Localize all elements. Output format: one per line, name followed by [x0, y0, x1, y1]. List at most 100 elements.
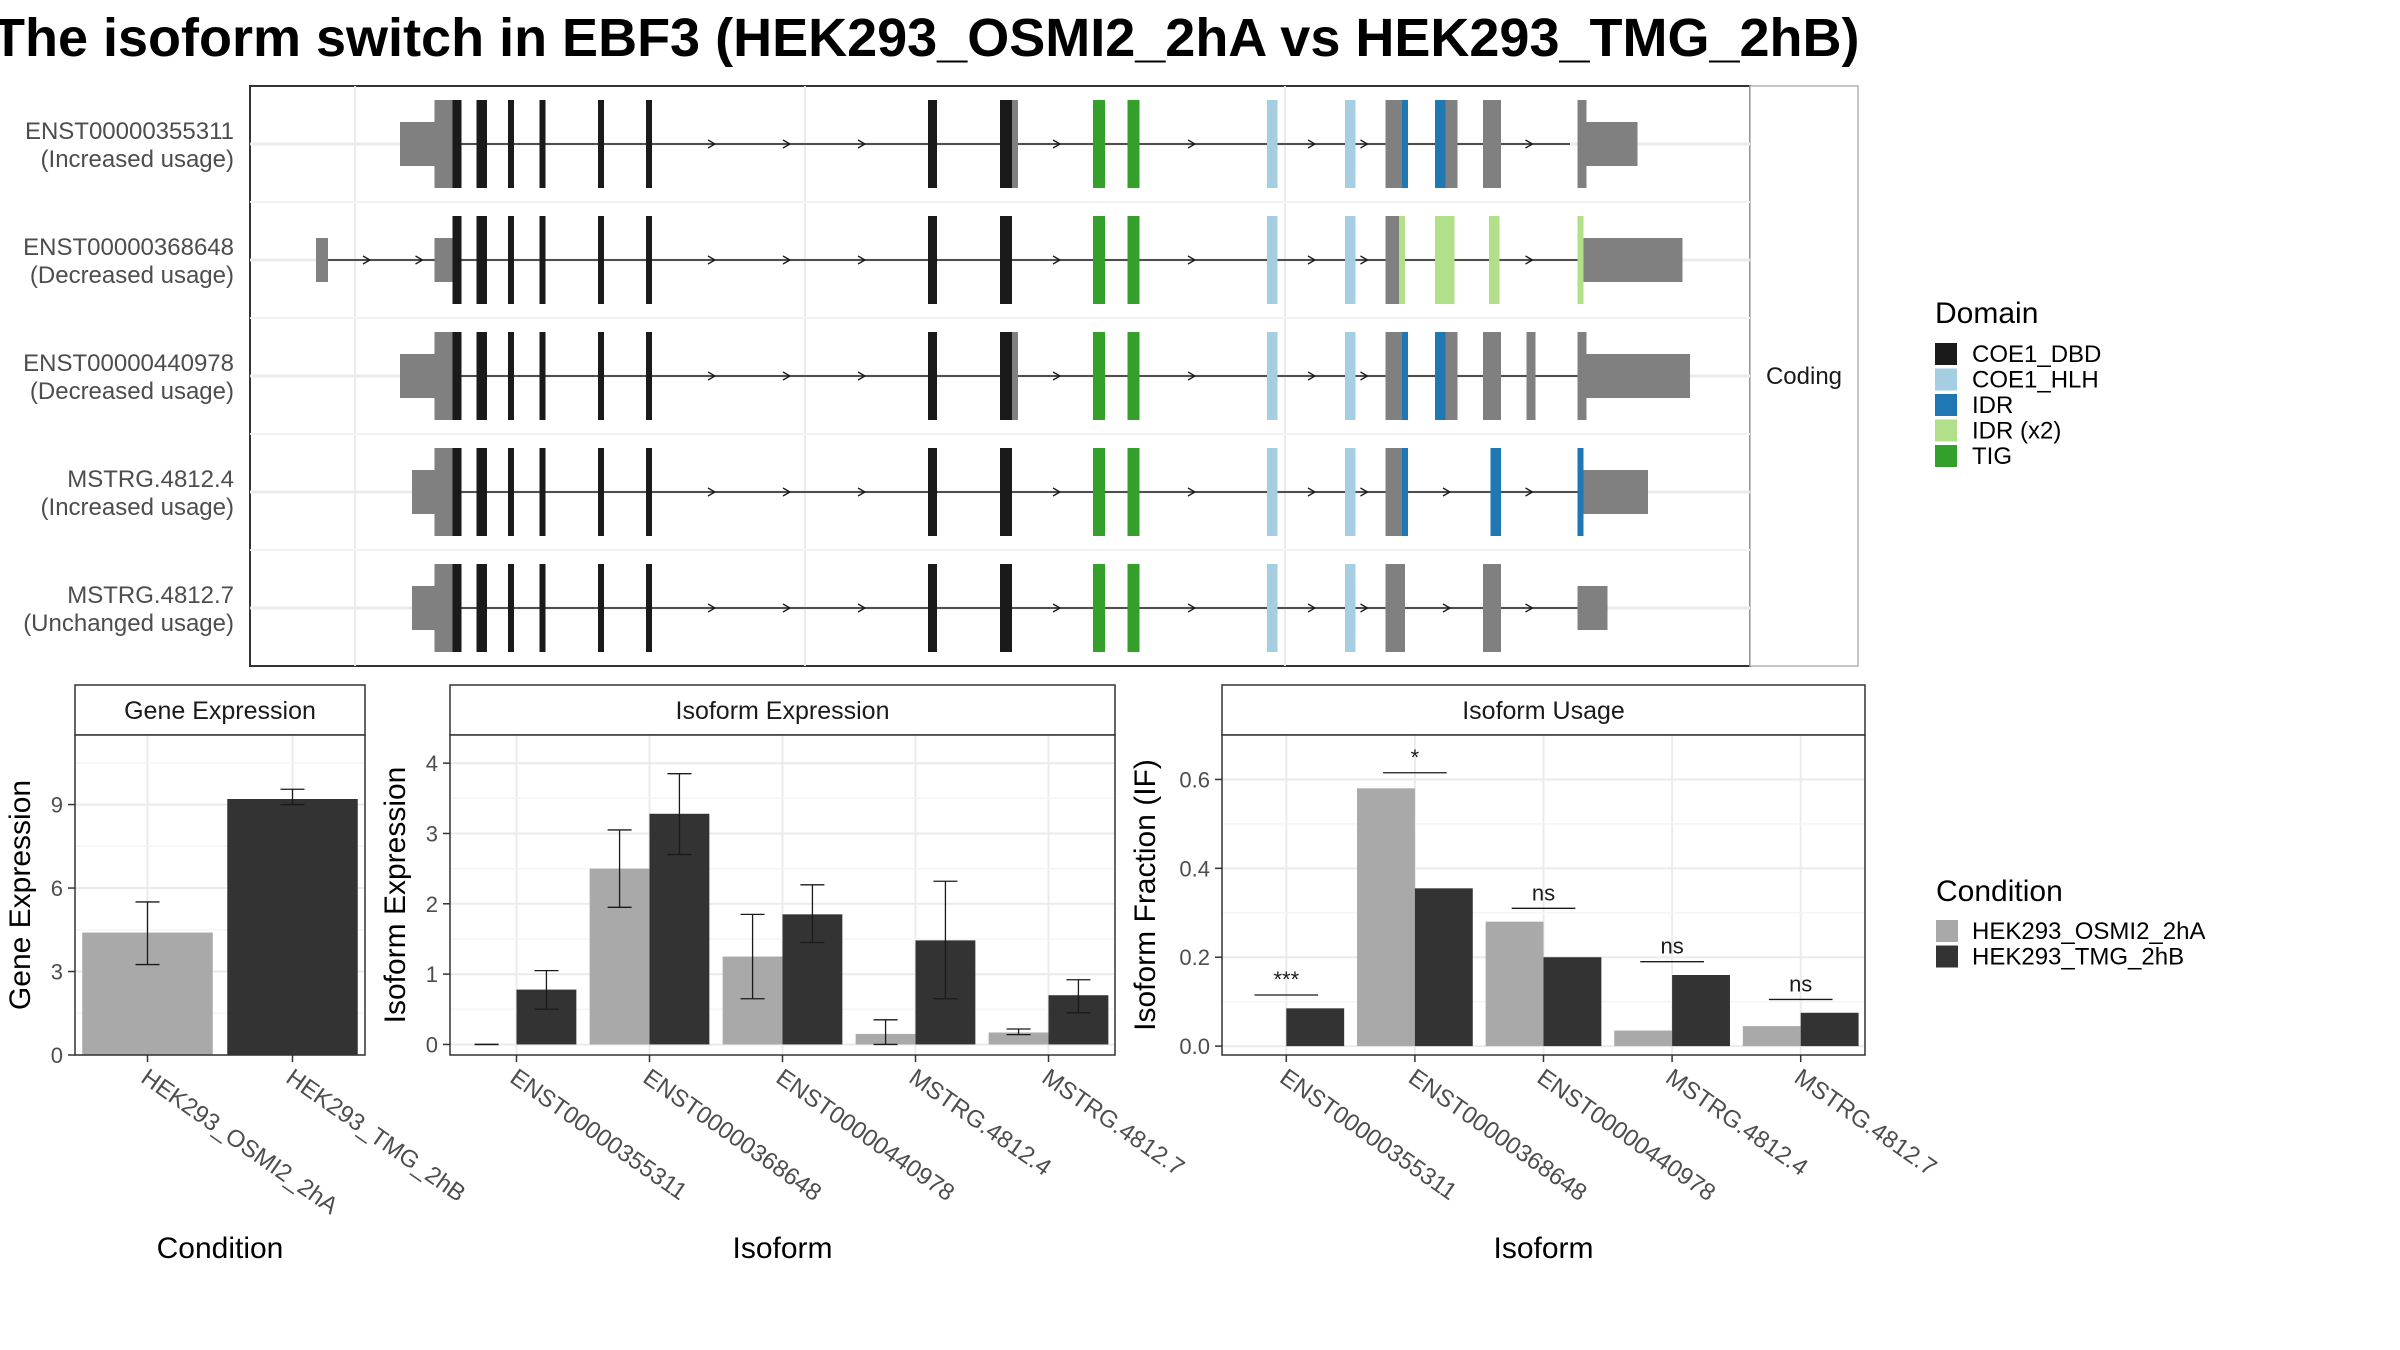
strand-arrow — [1187, 487, 1197, 497]
exon-block — [646, 100, 652, 188]
exon-block — [1345, 100, 1356, 188]
strand-arrow — [1360, 255, 1369, 265]
bar — [1742, 1026, 1801, 1047]
exon-block — [476, 332, 487, 420]
exon-block — [1577, 216, 1584, 304]
domain-legend-title: Domain — [1935, 297, 2038, 330]
y-tick-label: 0 — [51, 1043, 63, 1068]
strand-arrow — [1307, 255, 1317, 265]
y-tick-label: 9 — [51, 793, 63, 818]
strand-arrow — [1360, 139, 1369, 149]
exon-block — [1127, 448, 1140, 536]
exon-block — [1435, 216, 1446, 304]
legend-label: IDR — [1972, 392, 2013, 419]
exon-block — [1093, 332, 1105, 420]
strand-arrow — [1187, 603, 1197, 613]
exon-block — [539, 332, 546, 420]
y-tick-label: 6 — [51, 876, 63, 901]
exon-block — [1267, 564, 1278, 652]
y-axis-title: Gene Expression — [4, 780, 37, 1010]
x-axis-title: Condition — [157, 1232, 284, 1265]
exon-block — [452, 564, 462, 652]
exon-block — [1127, 564, 1140, 652]
exon-block — [434, 564, 453, 652]
transcript-status: (Decreased usage) — [30, 262, 234, 289]
exon-block — [1345, 332, 1356, 420]
exon-block — [1267, 448, 1278, 536]
bar — [227, 799, 358, 1055]
exon-block — [646, 332, 652, 420]
exon-block — [1127, 100, 1140, 188]
transcript-label: MSTRG.4812.7 — [67, 582, 234, 609]
utr-block — [1586, 122, 1638, 166]
condition-legend-title: Condition — [1936, 875, 2063, 908]
utr-block — [400, 122, 435, 166]
strand-arrow — [857, 371, 867, 381]
exon-block — [434, 332, 453, 420]
exon-block — [1267, 100, 1278, 188]
exon-block — [1402, 448, 1408, 536]
strand-arrow — [782, 139, 792, 149]
legend-label: IDR (x2) — [1972, 418, 2061, 445]
strand-arrow — [1307, 371, 1317, 381]
strand-arrow — [1052, 255, 1062, 265]
strand-arrow — [707, 371, 717, 381]
exon-block — [1577, 332, 1587, 420]
significance-label: ns — [1789, 971, 1812, 996]
transcript-status: (Decreased usage) — [30, 378, 234, 405]
y-tick-label: 4 — [426, 751, 438, 776]
y-tick-label: 0 — [426, 1032, 438, 1057]
strand-arrow — [1052, 371, 1062, 381]
exon-block — [508, 448, 514, 536]
utr-block — [412, 470, 435, 514]
exon-block — [1345, 564, 1356, 652]
bar — [1286, 1008, 1345, 1047]
exon-block — [598, 100, 604, 188]
exon-block — [1402, 332, 1408, 420]
figure-title: The isoform switch in EBF3 (HEK293_OSMI2… — [0, 8, 1860, 68]
strand-arrow — [362, 255, 372, 265]
legend-swatch — [1935, 394, 1957, 416]
panel-frame — [74, 734, 366, 1056]
exon-block — [1000, 564, 1012, 652]
transcript-status: (Increased usage) — [41, 146, 234, 173]
exon-block — [508, 100, 514, 188]
y-tick-label: 0.0 — [1179, 1034, 1210, 1059]
exon-block — [928, 448, 937, 536]
exon-block — [539, 564, 546, 652]
exon-block — [1093, 564, 1105, 652]
significance-label: * — [1411, 745, 1420, 770]
strand-arrow — [1442, 487, 1452, 497]
exon-block — [1267, 332, 1278, 420]
bar — [1357, 788, 1415, 1047]
panel-title: Isoform Expression — [676, 697, 890, 725]
strand-arrow — [1360, 603, 1369, 613]
transcript-status: (Unchanged usage) — [23, 610, 234, 637]
strand-arrow — [1525, 255, 1534, 265]
exon-block — [1127, 216, 1140, 304]
legend-swatch — [1935, 368, 1957, 391]
y-axis-title: Isoform Fraction (IF) — [1129, 759, 1162, 1031]
legend-label: HEK293_OSMI2_2hA — [1972, 918, 2205, 945]
transcript-label: MSTRG.4812.4 — [67, 466, 234, 493]
panel-title: Isoform Usage — [1462, 697, 1625, 725]
strand-arrow — [782, 255, 792, 265]
exon-block — [476, 100, 487, 188]
strand-arrow — [1307, 139, 1317, 149]
utr-block — [434, 238, 453, 282]
exon-block — [476, 216, 487, 304]
exon-block — [1000, 332, 1012, 420]
significance-label: *** — [1273, 967, 1299, 992]
exon-block — [1577, 100, 1587, 188]
exon-block — [1445, 332, 1458, 420]
exon-block — [1093, 216, 1105, 304]
exon-block — [928, 332, 937, 420]
exon-block — [452, 332, 462, 420]
strand-arrow — [707, 255, 717, 265]
utr-block — [1577, 586, 1587, 630]
legend-label: COE1_DBD — [1972, 341, 2101, 368]
exon-block — [452, 448, 462, 536]
exon-block — [1345, 216, 1356, 304]
utr-block — [1586, 586, 1608, 630]
